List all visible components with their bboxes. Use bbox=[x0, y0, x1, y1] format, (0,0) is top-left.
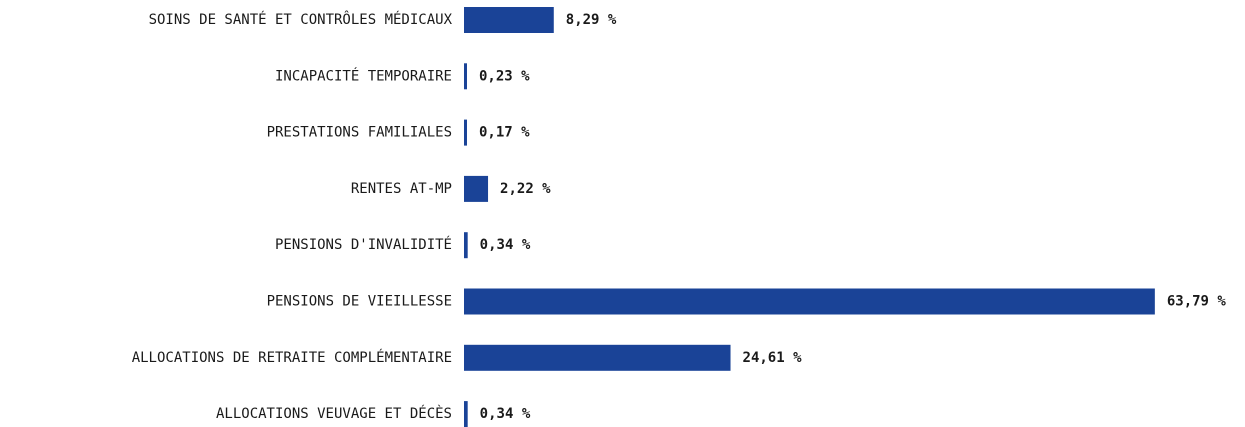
category-label: SOINS DE SANTÉ ET CONTRÔLES MÉDICAUX bbox=[149, 10, 453, 28]
category-label: RENTES AT-MP bbox=[351, 181, 452, 197]
value-label: 0,34 % bbox=[480, 237, 531, 253]
category-label: PRESTATIONS FAMILIALES bbox=[267, 125, 452, 141]
value-label: 0,23 % bbox=[479, 68, 530, 84]
category-label: PENSIONS DE VIEILLESSE bbox=[267, 294, 452, 310]
category-label: PENSIONS D'INVALIDITÉ bbox=[275, 236, 452, 253]
value-label: 24,61 % bbox=[743, 350, 803, 366]
bar bbox=[464, 175, 489, 202]
value-label: 2,22 % bbox=[500, 181, 551, 197]
value-label: 0,34 % bbox=[480, 406, 531, 422]
bar bbox=[464, 288, 1155, 315]
bar bbox=[464, 63, 467, 90]
bar bbox=[464, 232, 468, 259]
category-label: ALLOCATIONS DE RETRAITE COMPLÉMENTAIRE bbox=[132, 349, 452, 366]
bar bbox=[464, 401, 468, 427]
value-label: 63,79 % bbox=[1167, 294, 1227, 310]
value-label: 0,17 % bbox=[479, 125, 530, 141]
category-label: ALLOCATIONS VEUVAGE ET DÉCÈS bbox=[216, 405, 452, 422]
bar bbox=[464, 119, 467, 146]
value-label: 8,29 % bbox=[566, 12, 617, 28]
bar bbox=[464, 344, 731, 371]
category-label: INCAPACITÉ TEMPORAIRE bbox=[275, 67, 452, 84]
bar bbox=[464, 7, 554, 33]
